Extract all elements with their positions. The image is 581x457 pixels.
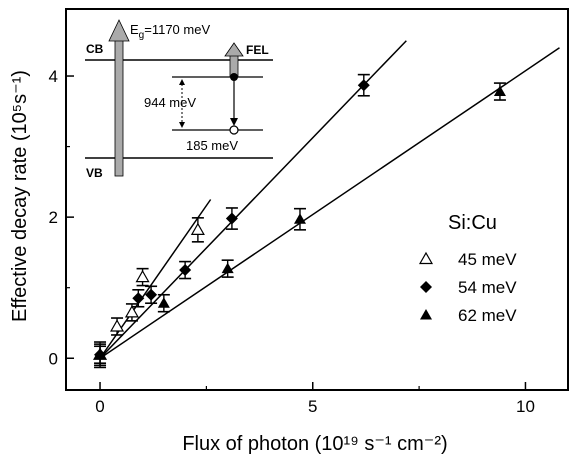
x-tick-label: 10 xyxy=(516,397,535,416)
data-point xyxy=(135,269,150,283)
data-point xyxy=(94,348,107,360)
vb-label: VB xyxy=(86,166,103,180)
data-point xyxy=(293,213,306,224)
gap-arrow-shaft xyxy=(114,39,124,177)
y-axis-ticks: 0 2 4 xyxy=(49,67,74,368)
legend-label: 62 meV xyxy=(458,306,517,325)
data-point xyxy=(221,262,234,274)
y-tick-label: 4 xyxy=(49,67,58,86)
legend-marker xyxy=(418,251,434,265)
legend-marker xyxy=(420,281,432,293)
empty-level-dot xyxy=(229,125,239,135)
data-point xyxy=(145,288,158,301)
legend: Si:Cu 45 meV 54 meV 62 meV xyxy=(418,212,517,325)
x-axis-ticks: 0 5 10 xyxy=(95,382,535,416)
gap-label-sub: g xyxy=(139,30,145,41)
level-gap-marker-top xyxy=(179,79,185,85)
legend-marker xyxy=(420,309,432,320)
x-tick-label: 0 xyxy=(95,397,104,416)
gap-label: Eg=1170 meV xyxy=(130,22,210,41)
plot-frame xyxy=(65,8,569,391)
y-tick-label: 2 xyxy=(49,208,58,227)
band-diagram-inset: CB VB Eg=1170 meV FEL 944 meV 185 meV xyxy=(85,19,273,180)
plot-frame-border xyxy=(65,8,569,391)
data-point xyxy=(493,85,506,97)
level2-label: 185 meV xyxy=(186,138,238,153)
y-axis-title: Effective decay rate (10⁵s⁻¹) xyxy=(9,70,31,322)
fit-line xyxy=(99,47,560,359)
cb-label: CB xyxy=(86,42,104,56)
data-point xyxy=(190,222,205,235)
data-point xyxy=(157,297,170,308)
x-tick-label: 5 xyxy=(308,397,317,416)
fel-label: FEL xyxy=(246,43,269,57)
y-tick-label: 0 xyxy=(49,349,58,368)
fel-arrow-head xyxy=(224,42,244,57)
legend-title: Si:Cu xyxy=(448,212,497,234)
data-point xyxy=(110,319,125,332)
data-point xyxy=(357,79,370,92)
x-axis-title: Flux of photon (10¹⁹ s⁻¹ cm⁻²) xyxy=(182,433,447,455)
gap-arrow-head xyxy=(108,19,130,42)
data-marks xyxy=(92,73,506,369)
data-point xyxy=(132,292,145,305)
fit-line xyxy=(99,40,407,359)
relaxation-arrow-head xyxy=(230,118,238,126)
legend-label: 54 meV xyxy=(458,278,517,297)
level-gap-marker-bottom xyxy=(179,122,185,128)
data-point xyxy=(124,305,139,318)
gap-label-main: E xyxy=(130,22,139,37)
filled-level-dot xyxy=(230,73,238,81)
level1-label: 944 meV xyxy=(144,95,196,110)
data-point xyxy=(179,264,192,277)
fit-line xyxy=(99,199,212,359)
fit-lines xyxy=(99,40,560,359)
legend-label: 45 meV xyxy=(458,250,517,269)
gap-label-value: =1170 meV xyxy=(144,22,210,37)
data-point xyxy=(225,212,238,225)
